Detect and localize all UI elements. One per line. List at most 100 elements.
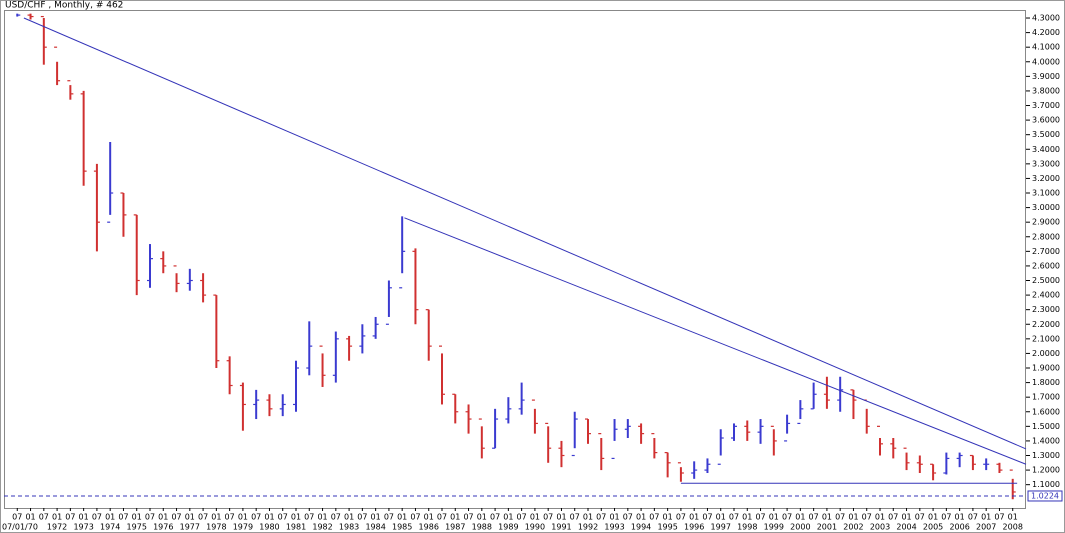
year-label: 1983 bbox=[339, 523, 359, 532]
x-tick-label: 01 bbox=[397, 513, 407, 522]
x-tick-label: 01 bbox=[822, 513, 832, 522]
x-tick-label: 01 bbox=[79, 513, 89, 522]
year-label: 1979 bbox=[233, 523, 253, 532]
x-tick-label: 01 bbox=[344, 513, 354, 522]
x-tick-label: 07 bbox=[809, 513, 819, 522]
x-tick-label: 01 bbox=[105, 513, 115, 522]
y-tick-label: 3.4000 bbox=[1032, 145, 1060, 154]
x-tick-label: 07 bbox=[915, 513, 925, 522]
y-tick-label: 2.1000 bbox=[1032, 334, 1060, 343]
year-label: 1994 bbox=[631, 523, 651, 532]
x-tick-label: 07 bbox=[623, 513, 633, 522]
y-tick-label: 2.0000 bbox=[1032, 349, 1060, 358]
year-label: 2005 bbox=[923, 523, 943, 532]
year-label: 07/01/70 bbox=[2, 523, 38, 532]
y-tick-label: 4.0000 bbox=[1032, 57, 1060, 66]
x-tick-label: 07 bbox=[145, 513, 155, 522]
y-tick-label: 1.6000 bbox=[1032, 407, 1060, 416]
y-tick-label: 3.1000 bbox=[1032, 189, 1060, 198]
x-tick-label: 07 bbox=[570, 513, 580, 522]
x-tick-label: 07 bbox=[596, 513, 606, 522]
x-tick-label: 01 bbox=[848, 513, 858, 522]
x-tick-label: 07 bbox=[331, 513, 341, 522]
x-tick-label: 01 bbox=[795, 513, 805, 522]
y-tick-label: 1.9000 bbox=[1032, 364, 1060, 373]
y-tick-label: 3.6000 bbox=[1032, 116, 1060, 125]
x-tick-label: 07 bbox=[490, 513, 500, 522]
x-tick-label: 07 bbox=[92, 513, 102, 522]
x-tick-label: 01 bbox=[609, 513, 619, 522]
chart-title: USD/CHF , Monthly, # 462 bbox=[5, 1, 123, 11]
year-label: 2008 bbox=[1003, 523, 1023, 532]
year-label: 1993 bbox=[604, 523, 624, 532]
year-label: 1988 bbox=[472, 523, 492, 532]
year-label: 1989 bbox=[498, 523, 518, 532]
x-tick-label: 01 bbox=[583, 513, 593, 522]
x-tick-label: 07 bbox=[463, 513, 473, 522]
y-tick-label: 3.7000 bbox=[1032, 101, 1060, 110]
y-tick-label: 2.6000 bbox=[1032, 261, 1060, 270]
year-label: 1999 bbox=[764, 523, 784, 532]
x-tick-label: 07 bbox=[543, 513, 553, 522]
x-tick-label: 01 bbox=[158, 513, 168, 522]
x-tick-label: 01 bbox=[689, 513, 699, 522]
y-tick-label: 3.3000 bbox=[1032, 159, 1060, 168]
x-tick-label: 07 bbox=[649, 513, 659, 522]
y-tick-label: 3.9000 bbox=[1032, 72, 1060, 81]
x-tick-label: 07 bbox=[517, 513, 527, 522]
year-label: 1975 bbox=[127, 523, 147, 532]
x-tick-label: 01 bbox=[663, 513, 673, 522]
year-label: 2006 bbox=[949, 523, 969, 532]
x-tick-label: 01 bbox=[1008, 513, 1018, 522]
x-tick-label: 07 bbox=[755, 513, 765, 522]
x-tick-label: 07 bbox=[304, 513, 314, 522]
x-tick-label: 07 bbox=[702, 513, 712, 522]
year-label: 2003 bbox=[870, 523, 890, 532]
x-tick-label: 07 bbox=[835, 513, 845, 522]
year-label: 1977 bbox=[180, 523, 200, 532]
year-label: 1976 bbox=[153, 523, 173, 532]
x-tick-label: 01 bbox=[955, 513, 965, 522]
x-tick-label: 01 bbox=[636, 513, 646, 522]
x-tick-label: 07 bbox=[410, 513, 420, 522]
y-tick-label: 2.7000 bbox=[1032, 247, 1060, 256]
x-tick-label: 07 bbox=[994, 513, 1004, 522]
x-tick-label: 07 bbox=[941, 513, 951, 522]
year-label: 1978 bbox=[206, 523, 226, 532]
trendline bbox=[404, 217, 1027, 465]
x-tick-label: 07 bbox=[65, 513, 75, 522]
x-tick-label: 07 bbox=[968, 513, 978, 522]
trendline bbox=[23, 17, 1027, 450]
year-label: 1984 bbox=[365, 523, 385, 532]
year-label: 1982 bbox=[312, 523, 332, 532]
y-tick-label: 1.7000 bbox=[1032, 393, 1060, 402]
x-tick-label: 01 bbox=[450, 513, 460, 522]
x-tick-label: 07 bbox=[12, 513, 22, 522]
last-price-box bbox=[1027, 490, 1063, 502]
y-tick-label: 2.9000 bbox=[1032, 218, 1060, 227]
y-tick-label: 2.2000 bbox=[1032, 320, 1060, 329]
y-tick-label: 3.8000 bbox=[1032, 86, 1060, 95]
x-tick-label: 01 bbox=[556, 513, 566, 522]
x-tick-label: 01 bbox=[25, 513, 35, 522]
y-tick-label: 1.2000 bbox=[1032, 466, 1060, 475]
year-label: 1996 bbox=[684, 523, 704, 532]
y-tick-label: 3.0000 bbox=[1032, 203, 1060, 212]
year-label: 2000 bbox=[790, 523, 810, 532]
x-tick-label: 07 bbox=[198, 513, 208, 522]
x-tick-label: 01 bbox=[238, 513, 248, 522]
x-tick-label: 01 bbox=[291, 513, 301, 522]
y-tick-label: 3.5000 bbox=[1032, 130, 1060, 139]
x-tick-label: 07 bbox=[357, 513, 367, 522]
year-label: 1997 bbox=[711, 523, 731, 532]
x-tick-label: 07 bbox=[782, 513, 792, 522]
y-tick-label: 2.3000 bbox=[1032, 305, 1060, 314]
x-tick-label: 01 bbox=[530, 513, 540, 522]
year-label: 2001 bbox=[817, 523, 837, 532]
x-tick-label: 07 bbox=[171, 513, 181, 522]
x-tick-label: 01 bbox=[875, 513, 885, 522]
x-tick-label: 01 bbox=[371, 513, 381, 522]
x-tick-label: 07 bbox=[676, 513, 686, 522]
x-tick-label: 07 bbox=[225, 513, 235, 522]
year-label: 2007 bbox=[976, 523, 996, 532]
